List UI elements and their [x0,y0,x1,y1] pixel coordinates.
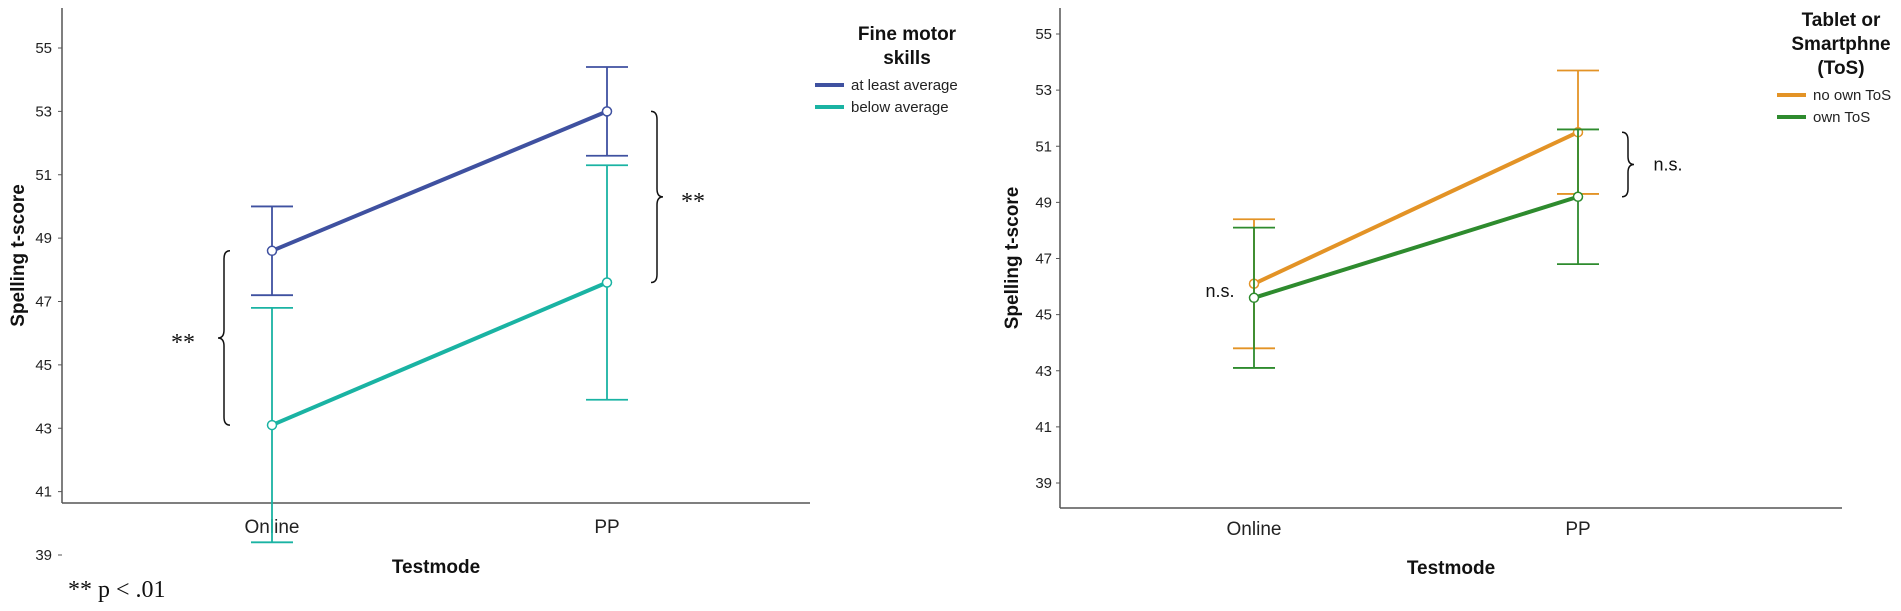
legend-title: (ToS) [1817,58,1864,79]
significance-label: ** [171,330,195,356]
y-tick-label: 51 [1035,138,1052,155]
data-point [266,419,278,431]
legend-label: at least average [851,77,958,94]
significance-label: ** [681,189,705,215]
y-tick-label: 41 [35,484,52,501]
data-point [266,245,278,257]
y-tick-label: 55 [35,40,52,57]
series-line [1253,130,1579,286]
y-tick-label: 43 [1035,363,1052,380]
x-tick-label: PP [1565,519,1590,540]
y-tick-label: 43 [35,420,52,437]
significance-brace [217,250,231,426]
y-tick-label: 51 [35,167,52,184]
y-tick-label: 47 [35,294,52,311]
y-tick-label: 49 [1035,194,1052,211]
y-tick-label: 39 [1035,475,1052,492]
legend-label: below average [851,99,949,116]
x-axis-title: Testmode [1407,558,1495,579]
y-tick-label: 45 [35,357,52,374]
data-point [1572,191,1584,203]
legend-label: no own ToS [1813,87,1891,104]
y-tick-label: 55 [1035,26,1052,43]
y-tick-label: 39 [35,547,52,564]
chart-tablet-smartphone: 39 41 43 45 47 49 51 53 55 Online PP Testmode Spelli… [1002,8,1891,579]
series-line [271,109,608,253]
series-line [271,280,608,427]
x-tick-label: Online [1227,519,1282,540]
significance-brace [650,110,664,284]
y-axis-title: Spelling t-score [1002,187,1023,330]
footnote: ** p < .01 [68,577,166,603]
y-tick-label: 41 [1035,419,1052,436]
y-tick-label: 49 [35,230,52,247]
data-point [1248,292,1260,304]
legend-title: Fine motor [858,24,957,45]
y-axis-title: Spelling t-score [8,184,29,327]
legend-label: own ToS [1813,109,1870,126]
significance-brace [1621,131,1635,198]
legend-title: Tablet or [1802,10,1881,31]
data-point [601,277,613,288]
significance-label: n.s. [1205,281,1234,301]
series-line [1253,194,1579,300]
data-point [601,106,613,117]
x-tick-label: PP [594,517,619,538]
legend-title: skills [883,48,931,69]
x-axis-title: Testmode [392,557,480,578]
y-tick-label: 53 [35,103,52,120]
y-tick-label: 53 [1035,82,1052,99]
y-tick-label: 47 [1035,251,1052,268]
significance-label: n.s. [1653,154,1682,174]
legend-title: Smartphne [1791,34,1890,55]
y-tick-label: 45 [1035,307,1052,324]
